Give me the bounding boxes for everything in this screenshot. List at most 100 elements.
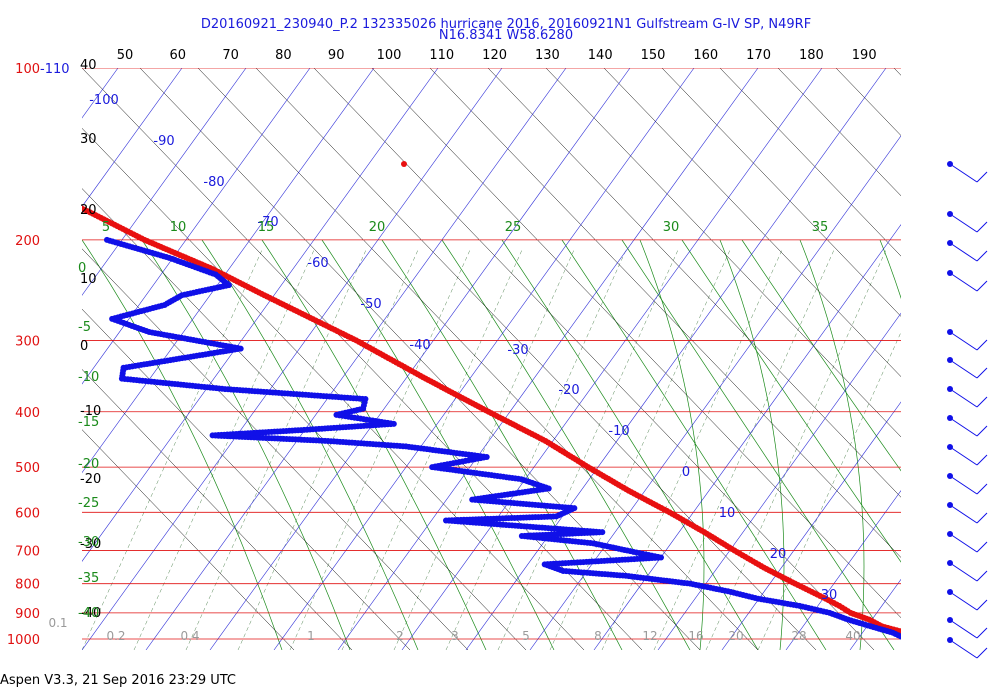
sounding-point bbox=[926, 635, 932, 641]
theta-e-curve bbox=[82, 239, 283, 650]
mixing-ratio-label: 8 bbox=[594, 629, 602, 643]
dry-adiabat-label: -20 bbox=[558, 383, 579, 398]
wind-barb bbox=[947, 386, 988, 408]
sounding-point bbox=[902, 635, 908, 641]
sounding-point bbox=[73, 203, 79, 209]
left-temp-label: -10 bbox=[80, 404, 101, 419]
mixing-ratio-line bbox=[497, 249, 679, 650]
moist-adiabat-label: -40 bbox=[78, 606, 99, 621]
wind-barb bbox=[947, 211, 988, 233]
theta-e-label: 30 bbox=[663, 220, 680, 235]
isotherm-line bbox=[529, 135, 901, 650]
theta-e-label: 10 bbox=[170, 220, 187, 235]
isotherm-line bbox=[82, 68, 183, 208]
moist-adiabat-label: -15 bbox=[78, 415, 99, 430]
left-temp-label: -30 bbox=[80, 537, 101, 552]
dry-adiabat-line bbox=[82, 188, 527, 650]
sounding-point bbox=[59, 196, 65, 202]
theta-e-label: 20 bbox=[369, 220, 386, 235]
theta-top-label: 190 bbox=[852, 48, 877, 63]
dry-adiabat-line bbox=[487, 68, 901, 498]
isotherm-line bbox=[0, 68, 54, 650]
mixing-ratio-label: 3 bbox=[451, 629, 459, 643]
wind-barb bbox=[947, 161, 988, 183]
moist-adiabat-label: -35 bbox=[78, 571, 99, 586]
dry-adiabat-label: -80 bbox=[203, 175, 224, 190]
wind-barb bbox=[947, 270, 988, 292]
pressure-label: 400 bbox=[15, 406, 40, 421]
theta-top-label: 170 bbox=[746, 48, 771, 63]
theta-e-curve bbox=[681, 239, 901, 563]
dry-adiabat-line bbox=[82, 429, 295, 650]
theta-e-curve bbox=[261, 239, 487, 650]
theta-top-label: 130 bbox=[535, 48, 560, 63]
wind-barb bbox=[947, 617, 988, 639]
sounding-point bbox=[920, 634, 926, 640]
wind-barb bbox=[947, 473, 988, 495]
sounding-point bbox=[905, 636, 911, 642]
sounding-point bbox=[35, 184, 41, 190]
sounding-point bbox=[43, 188, 49, 194]
dry-adiabat-line bbox=[313, 68, 875, 650]
wind-barb bbox=[947, 502, 988, 524]
dry-adiabat-line bbox=[82, 308, 411, 650]
mixing-ratio-label: 2 bbox=[396, 629, 404, 643]
dry-adiabat-label: -40 bbox=[409, 338, 430, 353]
dry-adiabat-label: -60 bbox=[307, 256, 328, 271]
dry-adiabat-label: -10 bbox=[608, 424, 629, 439]
mixing-ratio-label: 20 bbox=[728, 629, 743, 643]
dry-adiabat-line bbox=[952, 68, 1000, 650]
isotherm-line bbox=[593, 224, 901, 650]
dry-adiabat-label: -70 bbox=[257, 215, 278, 230]
isotherm-line bbox=[849, 578, 901, 650]
isotherm-line bbox=[721, 401, 901, 650]
dry-adiabat-line bbox=[82, 127, 585, 650]
sounding-point bbox=[82, 205, 85, 212]
isotherm-line bbox=[465, 68, 887, 650]
pressure-label: 800 bbox=[15, 578, 40, 593]
dewpoint-series bbox=[103, 236, 911, 642]
theta-e-curve bbox=[799, 239, 865, 650]
dry-adiabat-line bbox=[661, 68, 901, 317]
isotherm-line bbox=[401, 68, 823, 650]
mixing-ratio-line bbox=[185, 249, 367, 650]
sounding-point bbox=[935, 636, 941, 642]
isotherm-line bbox=[978, 68, 1000, 650]
isotherm-line bbox=[82, 68, 247, 296]
wind-barb bbox=[947, 329, 988, 351]
isotherm-line bbox=[337, 68, 759, 650]
theta-top-label: 180 bbox=[799, 48, 824, 63]
moist-adiabat-label: 0 bbox=[78, 261, 86, 276]
isotherm-line bbox=[914, 68, 1000, 650]
pressure-label: 500 bbox=[15, 461, 40, 476]
dry-adiabat-line bbox=[429, 68, 901, 558]
chart-subtitle: N16.8341 W58.6280 bbox=[439, 28, 573, 43]
theta-e-curve bbox=[561, 239, 827, 650]
mixing-ratio-label: 5 bbox=[522, 629, 530, 643]
moist-adiabat-label: -20 bbox=[78, 457, 99, 472]
wind-barb bbox=[947, 637, 988, 659]
mixing-ratio-line bbox=[133, 249, 315, 650]
theta-top-label: 80 bbox=[275, 48, 292, 63]
isotherm-line bbox=[82, 68, 503, 650]
sounding-point bbox=[37, 186, 43, 192]
left-temp-label: 40 bbox=[80, 58, 97, 73]
mixing-ratio-line bbox=[601, 249, 783, 650]
dry-adiabat-label: 30 bbox=[821, 588, 838, 603]
isotherm-line bbox=[785, 490, 901, 650]
mixing-ratio-line bbox=[445, 249, 627, 650]
theta-top-label: 50 bbox=[117, 48, 134, 63]
sounding-point bbox=[903, 630, 909, 636]
theta-e-curve bbox=[321, 239, 555, 650]
wind-barb bbox=[947, 415, 988, 437]
sounding-point bbox=[57, 195, 63, 201]
theta-top-label: 90 bbox=[328, 48, 345, 63]
pressure-label: 100 bbox=[15, 62, 40, 77]
theta-top-label: 60 bbox=[170, 48, 187, 63]
sounding-point bbox=[917, 633, 923, 639]
sounding-point bbox=[62, 197, 68, 203]
pressure-label: 1000 bbox=[7, 633, 40, 648]
dry-adiabat-label: 0 bbox=[682, 465, 690, 480]
